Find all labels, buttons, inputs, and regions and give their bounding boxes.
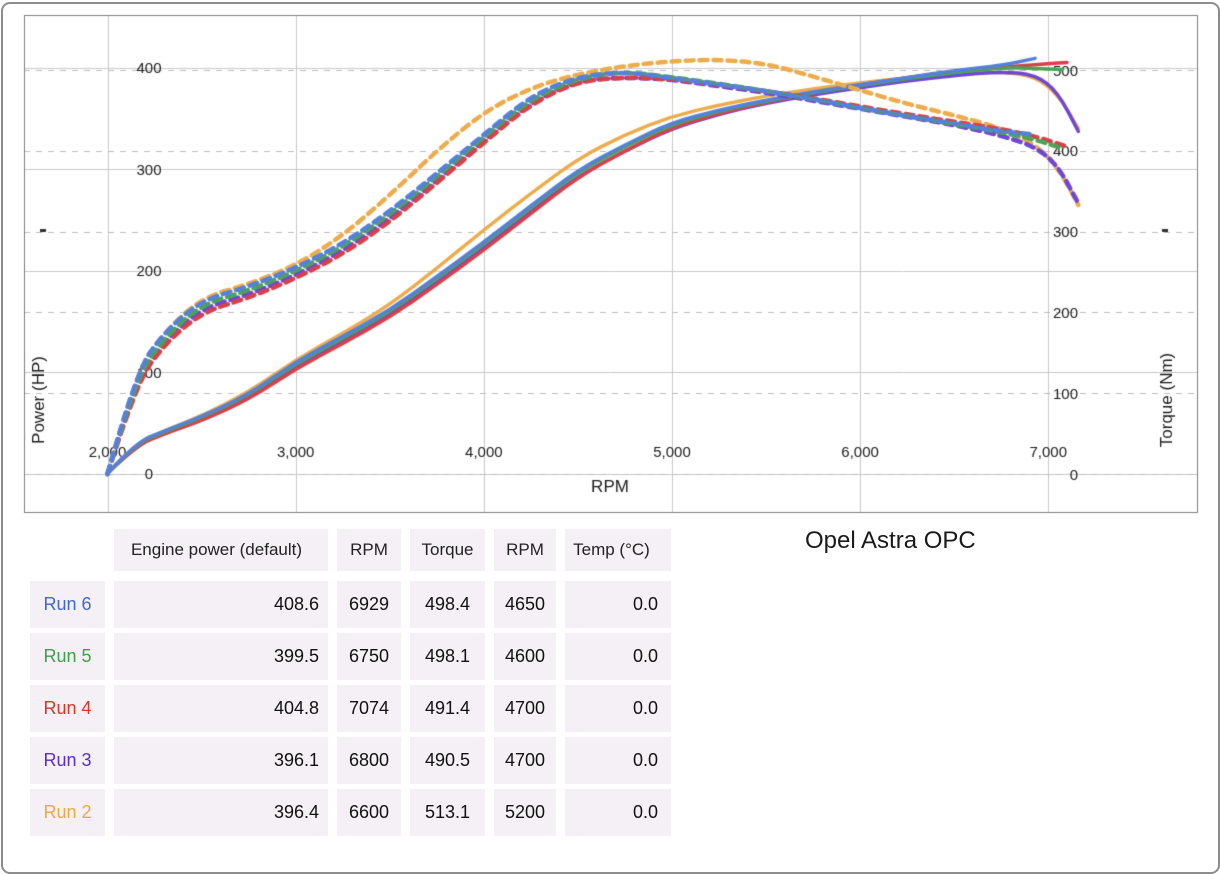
run-2-torque-rpm: 5200: [494, 789, 556, 836]
run-5-power-rpm: 6750: [337, 633, 401, 680]
run-4-temp: 0.0: [565, 685, 671, 732]
run-6-torque-rpm: 4650: [494, 581, 556, 628]
run-4-label[interactable]: Run 4: [30, 685, 105, 732]
run-2-torque: 513.1: [410, 789, 485, 836]
col-header-torque: Torque: [410, 529, 485, 571]
run-3-power-rpm: 6800: [337, 737, 401, 784]
run-2-power: 396.4: [114, 789, 328, 836]
run-3-torque: 490.5: [410, 737, 485, 784]
run-5-label[interactable]: Run 5: [30, 633, 105, 680]
run-3-label[interactable]: Run 3: [30, 737, 105, 784]
run-5-temp: 0.0: [565, 633, 671, 680]
run-4-power-rpm: 7074: [337, 685, 401, 732]
col-header-rpm2: RPM: [494, 529, 556, 571]
table-row: Run 2 396.4 6600 513.1 5200 0.0: [30, 789, 671, 836]
table-header-spacer: [30, 529, 105, 571]
col-header-temp: Temp (°C): [565, 529, 671, 571]
run-2-power-rpm: 6600: [337, 789, 401, 836]
run-6-torque: 498.4: [410, 581, 485, 628]
dyno-chart: [0, 0, 1220, 520]
run-5-torque: 498.1: [410, 633, 485, 680]
run-5-power: 399.5: [114, 633, 328, 680]
run-2-temp: 0.0: [565, 789, 671, 836]
run-3-temp: 0.0: [565, 737, 671, 784]
table-row: Run 3 396.1 6800 490.5 4700 0.0: [30, 737, 671, 784]
runs-table: Engine power (default) RPM Torque RPM Te…: [30, 529, 671, 841]
run-6-power-rpm: 6929: [337, 581, 401, 628]
run-4-torque-rpm: 4700: [494, 685, 556, 732]
col-header-engine-power: Engine power (default): [114, 529, 328, 571]
run-2-label[interactable]: Run 2: [30, 789, 105, 836]
chart-title: Opel Astra OPC: [805, 527, 976, 554]
table-row: Run 6 408.6 6929 498.4 4650 0.0: [30, 581, 671, 628]
table-header-row: Engine power (default) RPM Torque RPM Te…: [30, 529, 671, 571]
table-row: Run 5 399.5 6750 498.1 4600 0.0: [30, 633, 671, 680]
run-6-label[interactable]: Run 6: [30, 581, 105, 628]
run-3-torque-rpm: 4700: [494, 737, 556, 784]
run-4-power: 404.8: [114, 685, 328, 732]
col-header-rpm: RPM: [337, 529, 401, 571]
run-3-power: 396.1: [114, 737, 328, 784]
run-4-torque: 491.4: [410, 685, 485, 732]
run-6-power: 408.6: [114, 581, 328, 628]
run-5-torque-rpm: 4600: [494, 633, 556, 680]
table-row: Run 4 404.8 7074 491.4 4700 0.0: [30, 685, 671, 732]
run-6-temp: 0.0: [565, 581, 671, 628]
